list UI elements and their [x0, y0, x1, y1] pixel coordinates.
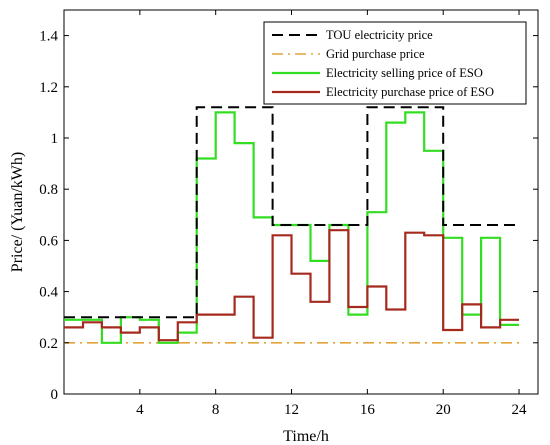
y-axis-label: Price/ (Yuan/kWh) — [9, 152, 26, 272]
legend-label: Electricity purchase price of ESO — [326, 85, 494, 99]
axes-layer: 4 8 12 16 20 24 0 0.2 0.4 0.6 0.8 1 1.2 1.4 — [39, 10, 538, 418]
y-tick-label: 1 — [51, 131, 59, 147]
y-tick-label: 0.4 — [39, 285, 58, 301]
x-tick-label: 20 — [436, 402, 451, 418]
x-tick-label: 24 — [512, 402, 528, 418]
legend-label: Grid purchase price — [326, 47, 425, 61]
series-line-0 — [64, 106, 519, 319]
y-tick-label: 0 — [51, 387, 59, 403]
y-tick-label: 0.8 — [39, 182, 58, 198]
x-axis-label: Time/h — [283, 428, 329, 445]
x-tick-label: 16 — [360, 402, 376, 418]
legend: TOU electricity price Grid purchase price… — [263, 21, 527, 105]
series-line-3 — [64, 229, 519, 342]
x-tick-label: 4 — [136, 402, 144, 418]
y-tick-label: 0.6 — [39, 233, 58, 249]
x-tick-label: 8 — [212, 402, 220, 418]
y-tick-label: 0.2 — [39, 336, 58, 352]
y-tick-label: 1.4 — [39, 29, 58, 45]
series-layer — [64, 106, 519, 344]
y-tick-label: 1.2 — [39, 80, 58, 96]
legend-label: Electricity selling price of ESO — [326, 66, 483, 80]
legend-label: TOU electricity price — [326, 28, 433, 42]
x-tick-label: 12 — [284, 402, 299, 418]
